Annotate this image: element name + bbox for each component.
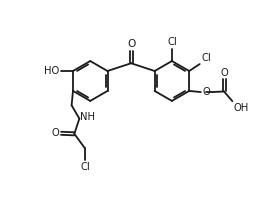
Text: HO: HO (44, 66, 60, 76)
Text: O: O (202, 87, 210, 97)
Text: OH: OH (233, 103, 249, 113)
Text: Cl: Cl (201, 53, 211, 63)
Text: O: O (127, 40, 135, 49)
Text: Cl: Cl (167, 37, 177, 47)
Text: Cl: Cl (80, 162, 90, 172)
Text: O: O (220, 68, 228, 78)
Text: O: O (51, 128, 59, 138)
Text: NH: NH (80, 112, 95, 122)
